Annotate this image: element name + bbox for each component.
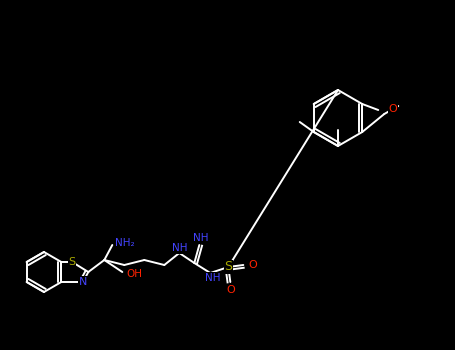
Text: NH: NH bbox=[172, 243, 187, 253]
Text: N: N bbox=[79, 277, 87, 287]
Text: S: S bbox=[69, 257, 76, 267]
Text: NH: NH bbox=[205, 273, 220, 283]
Text: O: O bbox=[388, 104, 397, 114]
Text: OH: OH bbox=[126, 269, 142, 279]
Text: NH: NH bbox=[192, 233, 208, 243]
Text: O: O bbox=[248, 260, 257, 270]
Text: O: O bbox=[226, 285, 235, 295]
Text: S: S bbox=[224, 260, 233, 273]
Text: NH₂: NH₂ bbox=[115, 238, 135, 248]
